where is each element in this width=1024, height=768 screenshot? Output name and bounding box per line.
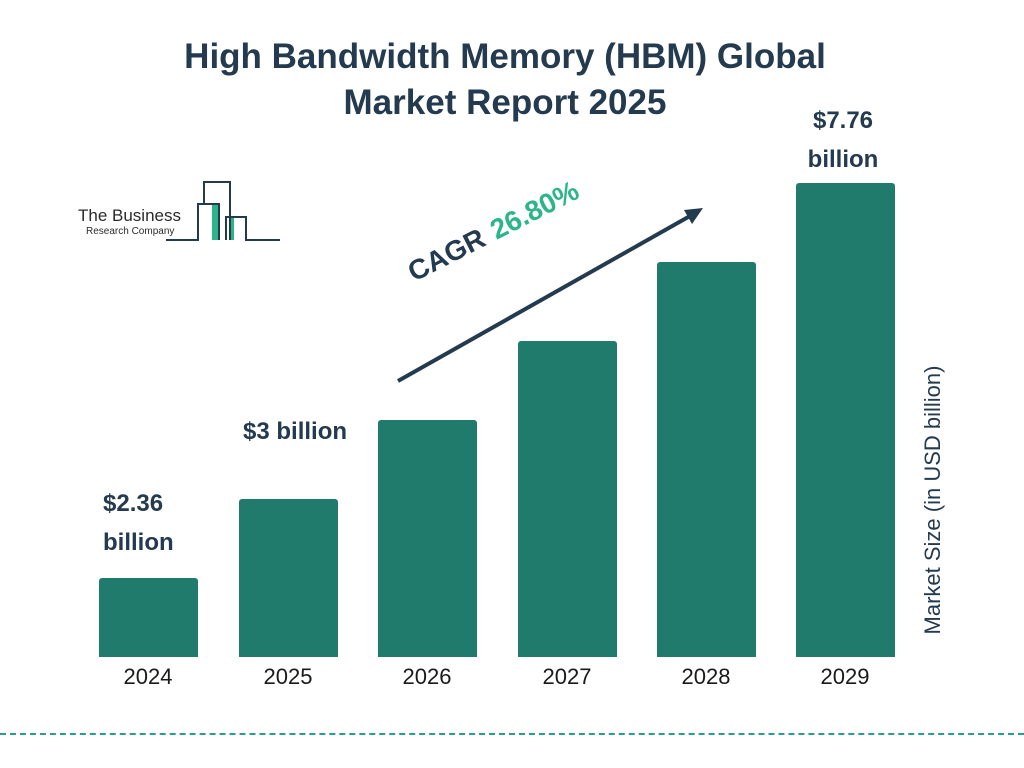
footer-divider [0, 733, 1024, 735]
bar-2029 [796, 183, 895, 657]
logo-text-main: The Business [78, 206, 181, 225]
x-tick-2029: 2029 [820, 664, 870, 689]
chart-title: High Bandwidth Memory (HBM) Global Marke… [0, 34, 1010, 126]
value-2029-unit: billion [807, 146, 879, 173]
y-axis-label: Market Size (in USD billion) [920, 365, 945, 635]
title-line-1: High Bandwidth Memory (HBM) Global [184, 37, 826, 76]
value-2024-amount: $2.36 [103, 490, 164, 517]
logo-text-sub: Research Company [86, 226, 175, 237]
bar-2026 [378, 420, 477, 657]
x-tick-2025: 2025 [263, 664, 313, 689]
value-2024-unit: billion [103, 529, 174, 556]
x-tick-2026: 2026 [402, 664, 452, 689]
title-line-2: Market Report 2025 [343, 83, 667, 122]
bar-2027 [518, 341, 617, 657]
bar-2024 [99, 578, 198, 657]
value-2029-amount: $7.76 [812, 107, 874, 134]
value-label-2029: $7.76 billion [803, 101, 883, 179]
logo-buildings-icon [166, 181, 280, 241]
value-label-2024: $2.36 billion [103, 484, 174, 562]
company-logo: The Business Research Company [78, 180, 283, 244]
bar-2025 [239, 499, 338, 657]
value-label-2025: $3 billion [243, 418, 348, 445]
x-tick-2024: 2024 [123, 664, 173, 689]
x-tick-2028: 2028 [681, 664, 731, 689]
bar-2028 [657, 262, 756, 657]
x-tick-2027: 2027 [542, 664, 592, 689]
